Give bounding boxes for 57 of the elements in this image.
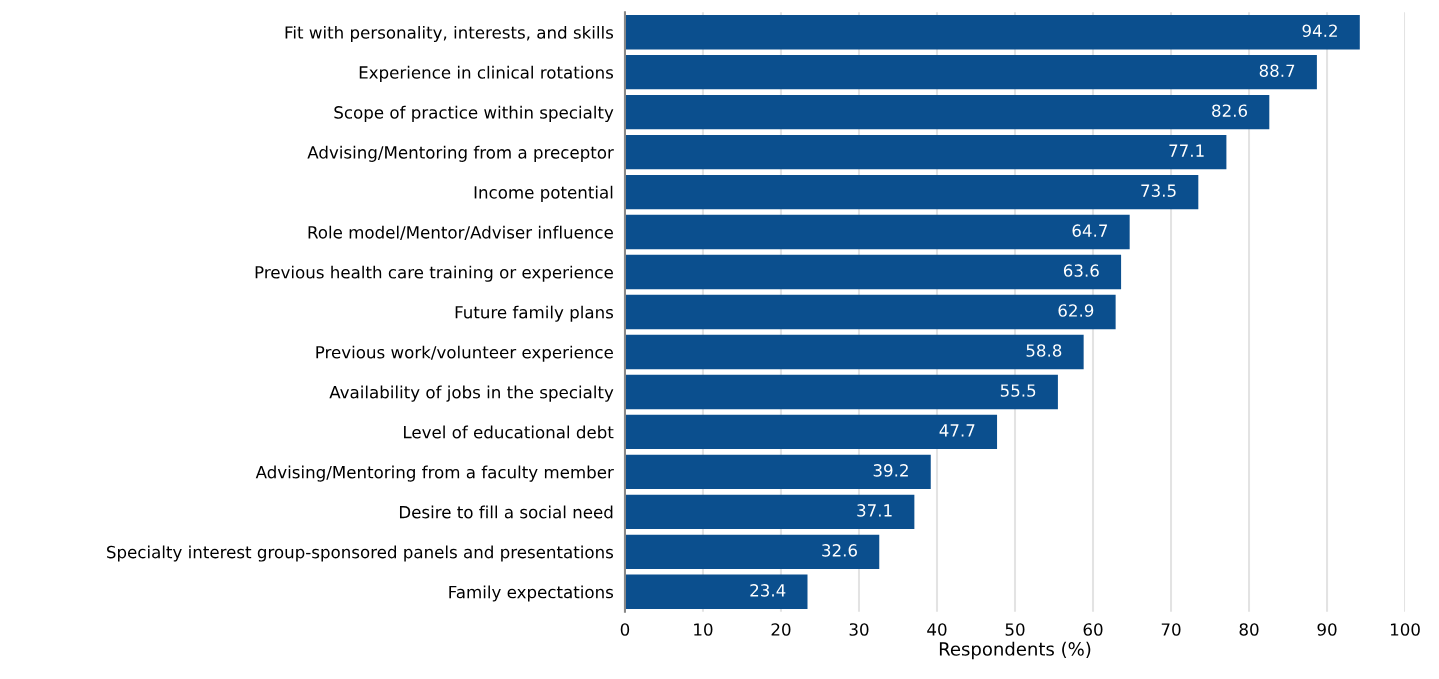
bar	[624, 214, 1130, 250]
x-tick-label: 90	[1317, 623, 1337, 636]
y-tick-label: Previous work/volunteer experience	[316, 345, 613, 362]
x-tick-label: 10	[694, 623, 713, 636]
y-tick-label: Family expectations	[449, 585, 614, 602]
data-label: 58.8	[1026, 344, 1062, 357]
x-tick-label: 50	[1005, 623, 1025, 636]
bar	[624, 174, 1199, 210]
y-tick-label: Advising/Mentoring from a preceptor	[307, 145, 614, 162]
y-tick-label: Specialty interest group-sponsored panels and presentations	[107, 545, 614, 562]
data-label: 32.6	[822, 544, 857, 557]
y-tick-label: Scope of practice within specialty	[334, 105, 614, 122]
x-tick-label: 70	[1161, 623, 1181, 636]
x-tick-label: 20	[771, 623, 791, 636]
y-tick-label: Level of educational debt	[404, 425, 614, 439]
data-label: 88.7	[1259, 64, 1295, 78]
data-label: 37.1	[857, 504, 892, 517]
data-label: 73.5	[1141, 184, 1176, 197]
data-label: 94.2	[1302, 24, 1337, 38]
y-tick-label: Experience in clinical rotations	[359, 65, 614, 82]
y-tick-label: Future family plans	[455, 305, 614, 322]
bar	[624, 574, 808, 609]
y-tick-label: Previous health care training or experience	[255, 265, 613, 282]
x-axis-title: Respondents (%)	[939, 641, 1091, 660]
bar	[624, 454, 931, 490]
data-label: 64.7	[1072, 224, 1108, 237]
y-tick-label: Availability of jobs in the specialty	[329, 385, 614, 402]
y-tick-label: Role model/Mentor/Adviser influence	[308, 225, 613, 240]
data-label: 62.9	[1058, 304, 1094, 317]
y-tick-label: Fit with personality, interests, and skills	[285, 25, 614, 43]
data-label: 77.1	[1169, 144, 1204, 157]
x-tick-label: 80	[1239, 623, 1259, 636]
bar	[624, 494, 915, 530]
bar	[624, 94, 1270, 130]
bar	[624, 294, 1116, 330]
data-label: 55.5	[1000, 384, 1036, 397]
data-label: 23.4	[750, 584, 786, 597]
data-label: 63.6	[1063, 264, 1099, 277]
bar	[624, 54, 1317, 90]
x-tick-label: 0	[620, 623, 630, 636]
bar	[624, 254, 1122, 290]
x-tick-label: 100	[1390, 623, 1420, 636]
y-tick-label: Desire to fill a social need	[399, 505, 613, 519]
bar	[624, 374, 1058, 410]
y-tick-label: Income potential	[474, 185, 613, 202]
bar	[624, 534, 880, 570]
x-tick-label: 30	[849, 623, 869, 636]
data-label: 47.7	[939, 424, 975, 437]
x-tick-label: 60	[1083, 623, 1103, 636]
data-label: 82.6	[1212, 104, 1248, 117]
bar	[624, 414, 998, 450]
data-label: 39.2	[873, 464, 908, 477]
x-tick-label: 40	[927, 623, 947, 636]
bar	[624, 15, 1360, 50]
bar	[624, 334, 1084, 370]
bar	[624, 134, 1227, 170]
y-tick-label: Advising/Mentoring from a faculty member	[255, 465, 614, 482]
